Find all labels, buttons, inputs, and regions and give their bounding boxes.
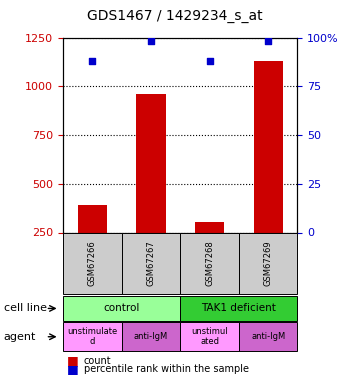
- Text: cell line: cell line: [4, 303, 47, 313]
- Text: TAK1 deficient: TAK1 deficient: [202, 303, 276, 313]
- Point: [207, 58, 212, 64]
- Bar: [78, 205, 107, 281]
- Text: GSM67268: GSM67268: [205, 241, 214, 286]
- Text: GSM67266: GSM67266: [88, 241, 97, 286]
- Point: [265, 38, 271, 44]
- Text: control: control: [104, 303, 140, 313]
- Bar: [195, 222, 224, 281]
- Text: unstimulate
d: unstimulate d: [67, 327, 118, 346]
- Text: anti-IgM: anti-IgM: [251, 332, 285, 341]
- Bar: [253, 61, 283, 281]
- Text: ■: ■: [66, 354, 78, 367]
- Point: [148, 38, 154, 44]
- Text: unstimul
ated: unstimul ated: [191, 327, 228, 346]
- Text: GSM67267: GSM67267: [146, 241, 155, 286]
- Point: [90, 58, 95, 64]
- Text: GSM67269: GSM67269: [264, 241, 273, 286]
- Text: agent: agent: [4, 332, 36, 342]
- Text: count: count: [84, 356, 112, 366]
- Text: ■: ■: [66, 363, 78, 375]
- Text: percentile rank within the sample: percentile rank within the sample: [84, 364, 249, 374]
- Text: anti-IgM: anti-IgM: [134, 332, 168, 341]
- Text: GDS1467 / 1429234_s_at: GDS1467 / 1429234_s_at: [87, 9, 263, 23]
- Bar: [136, 94, 166, 281]
